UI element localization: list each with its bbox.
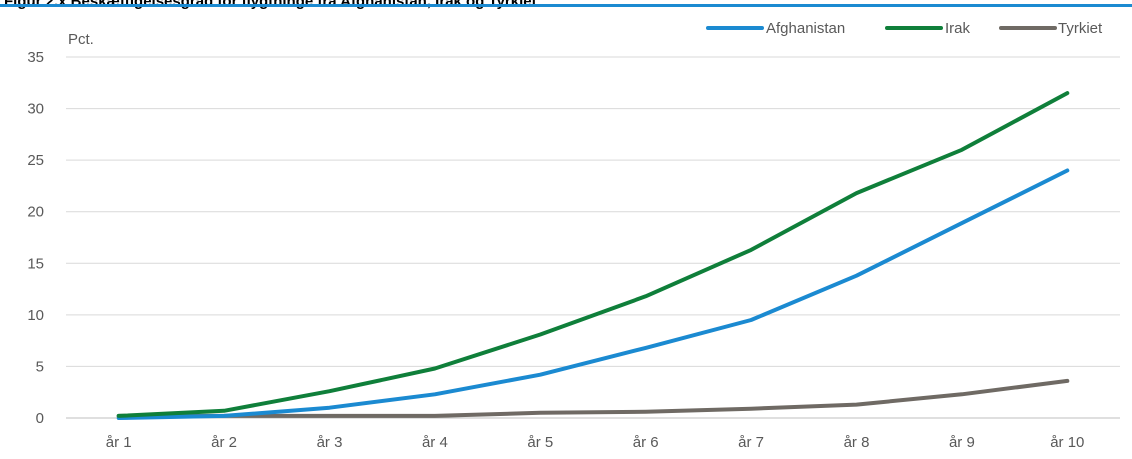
y-axis-ticks: 0 5 10 15 20 25 30 35: [27, 49, 44, 427]
y-tick-label: 5: [36, 358, 44, 375]
y-tick-label: 0: [36, 410, 44, 427]
y-tick-label: 10: [27, 307, 44, 324]
y-tick-label: 35: [27, 49, 44, 66]
legend: Afghanistan Irak Tyrkiet: [706, 20, 1103, 37]
series-line-tyrkiet: [116, 378, 1070, 418]
legend-label-irak: Irak: [945, 20, 971, 37]
legend-label-afghanistan: Afghanistan: [766, 20, 845, 37]
x-tick-label: år 8: [844, 434, 870, 451]
y-tick-label: 20: [27, 204, 44, 221]
x-tick-label: år 6: [633, 434, 659, 451]
series-lines: [116, 91, 1070, 420]
x-tick-label: år 10: [1050, 434, 1084, 451]
x-tick-label: år 5: [527, 434, 553, 451]
x-tick-label: år 3: [317, 434, 343, 451]
series-line-afghanistan: [116, 168, 1070, 420]
y-tick-label: 25: [27, 152, 44, 169]
legend-label-tyrkiet: Tyrkiet: [1058, 20, 1103, 37]
title-underline: [0, 4, 1132, 7]
x-tick-label: år 7: [738, 434, 764, 451]
series-line-irak: [116, 91, 1070, 418]
y-tick-label: 30: [27, 101, 44, 118]
y-tick-label: 15: [27, 255, 44, 272]
x-axis-ticks: år 1 år 2 år 3 år 4 år 5 år 6 år 7 år 8 år 9 år 1…: [106, 434, 1085, 451]
y-axis-label: Pct.: [68, 31, 94, 48]
gridlines: [66, 56, 1120, 419]
x-tick-label: år 9: [949, 434, 975, 451]
x-tick-label: år 4: [422, 434, 448, 451]
x-tick-label: år 1: [106, 434, 132, 451]
x-tick-label: år 2: [211, 434, 237, 451]
